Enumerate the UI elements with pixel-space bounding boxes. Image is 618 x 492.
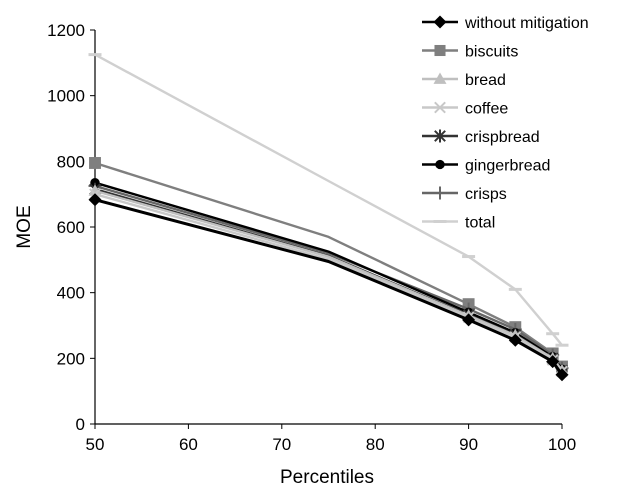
legend-item: crispbread	[422, 129, 540, 146]
y-tick-label: 200	[57, 349, 85, 368]
legend-swatch-marker	[433, 15, 447, 29]
data-point	[88, 193, 102, 207]
legend-swatch-marker	[434, 44, 446, 57]
legend-label: crisps	[465, 186, 507, 203]
legend-item: gingerbread	[422, 158, 550, 175]
legend-swatch-marker	[434, 101, 446, 114]
data-point	[90, 177, 100, 188]
legend-item: total	[422, 215, 495, 232]
legend-label: gingerbread	[465, 158, 550, 175]
legend-label: total	[465, 215, 495, 232]
legend-label: bread	[465, 72, 506, 89]
legend-label: biscuits	[465, 44, 518, 61]
y-tick-label: 1200	[47, 21, 85, 40]
legend-item: crisps	[422, 186, 507, 203]
legend-swatch-marker	[434, 129, 446, 143]
series-without-mitigation	[88, 193, 569, 382]
x-axis-label: Percentiles	[280, 467, 374, 487]
series-total	[88, 53, 569, 347]
y-tick-label: 600	[57, 218, 85, 237]
series-layer	[88, 53, 569, 382]
y-tick-label: 400	[57, 284, 85, 303]
legend-swatch-marker	[433, 72, 447, 84]
x-tick-label: 80	[366, 435, 385, 454]
x-tick-label: 90	[459, 435, 478, 454]
data-point	[88, 184, 102, 196]
legend-item: biscuits	[422, 44, 518, 61]
legend-item: coffee	[422, 101, 508, 118]
y-tick-label: 800	[57, 152, 85, 171]
series-line	[94, 53, 563, 346]
data-point	[462, 313, 476, 327]
legend-label: without mitigation	[464, 15, 589, 32]
y-tick-label: 0	[76, 415, 85, 434]
data-point	[89, 157, 101, 169]
legend: without mitigation biscuits bread coffee cri…	[422, 15, 589, 232]
data-point	[546, 355, 560, 369]
x-tick-label: 50	[86, 435, 105, 454]
legend-swatch-marker	[435, 159, 445, 170]
data-point	[508, 333, 522, 347]
legend-label: coffee	[465, 101, 508, 118]
legend-item: without mitigation	[422, 15, 589, 32]
y-tick-label: 1000	[47, 87, 85, 106]
x-tick-label: 100	[548, 435, 576, 454]
axes: 0 200 400 600 800 1000 1200 50 60 70 80 90 100	[47, 21, 576, 454]
x-tick-label: 70	[272, 435, 291, 454]
legend-swatch-marker	[433, 186, 447, 200]
legend-item: bread	[422, 72, 506, 89]
data-point	[555, 368, 569, 382]
y-axis-label: MOE	[14, 205, 35, 248]
x-tick-label: 60	[179, 435, 198, 454]
legend-label: crispbread	[465, 129, 540, 146]
